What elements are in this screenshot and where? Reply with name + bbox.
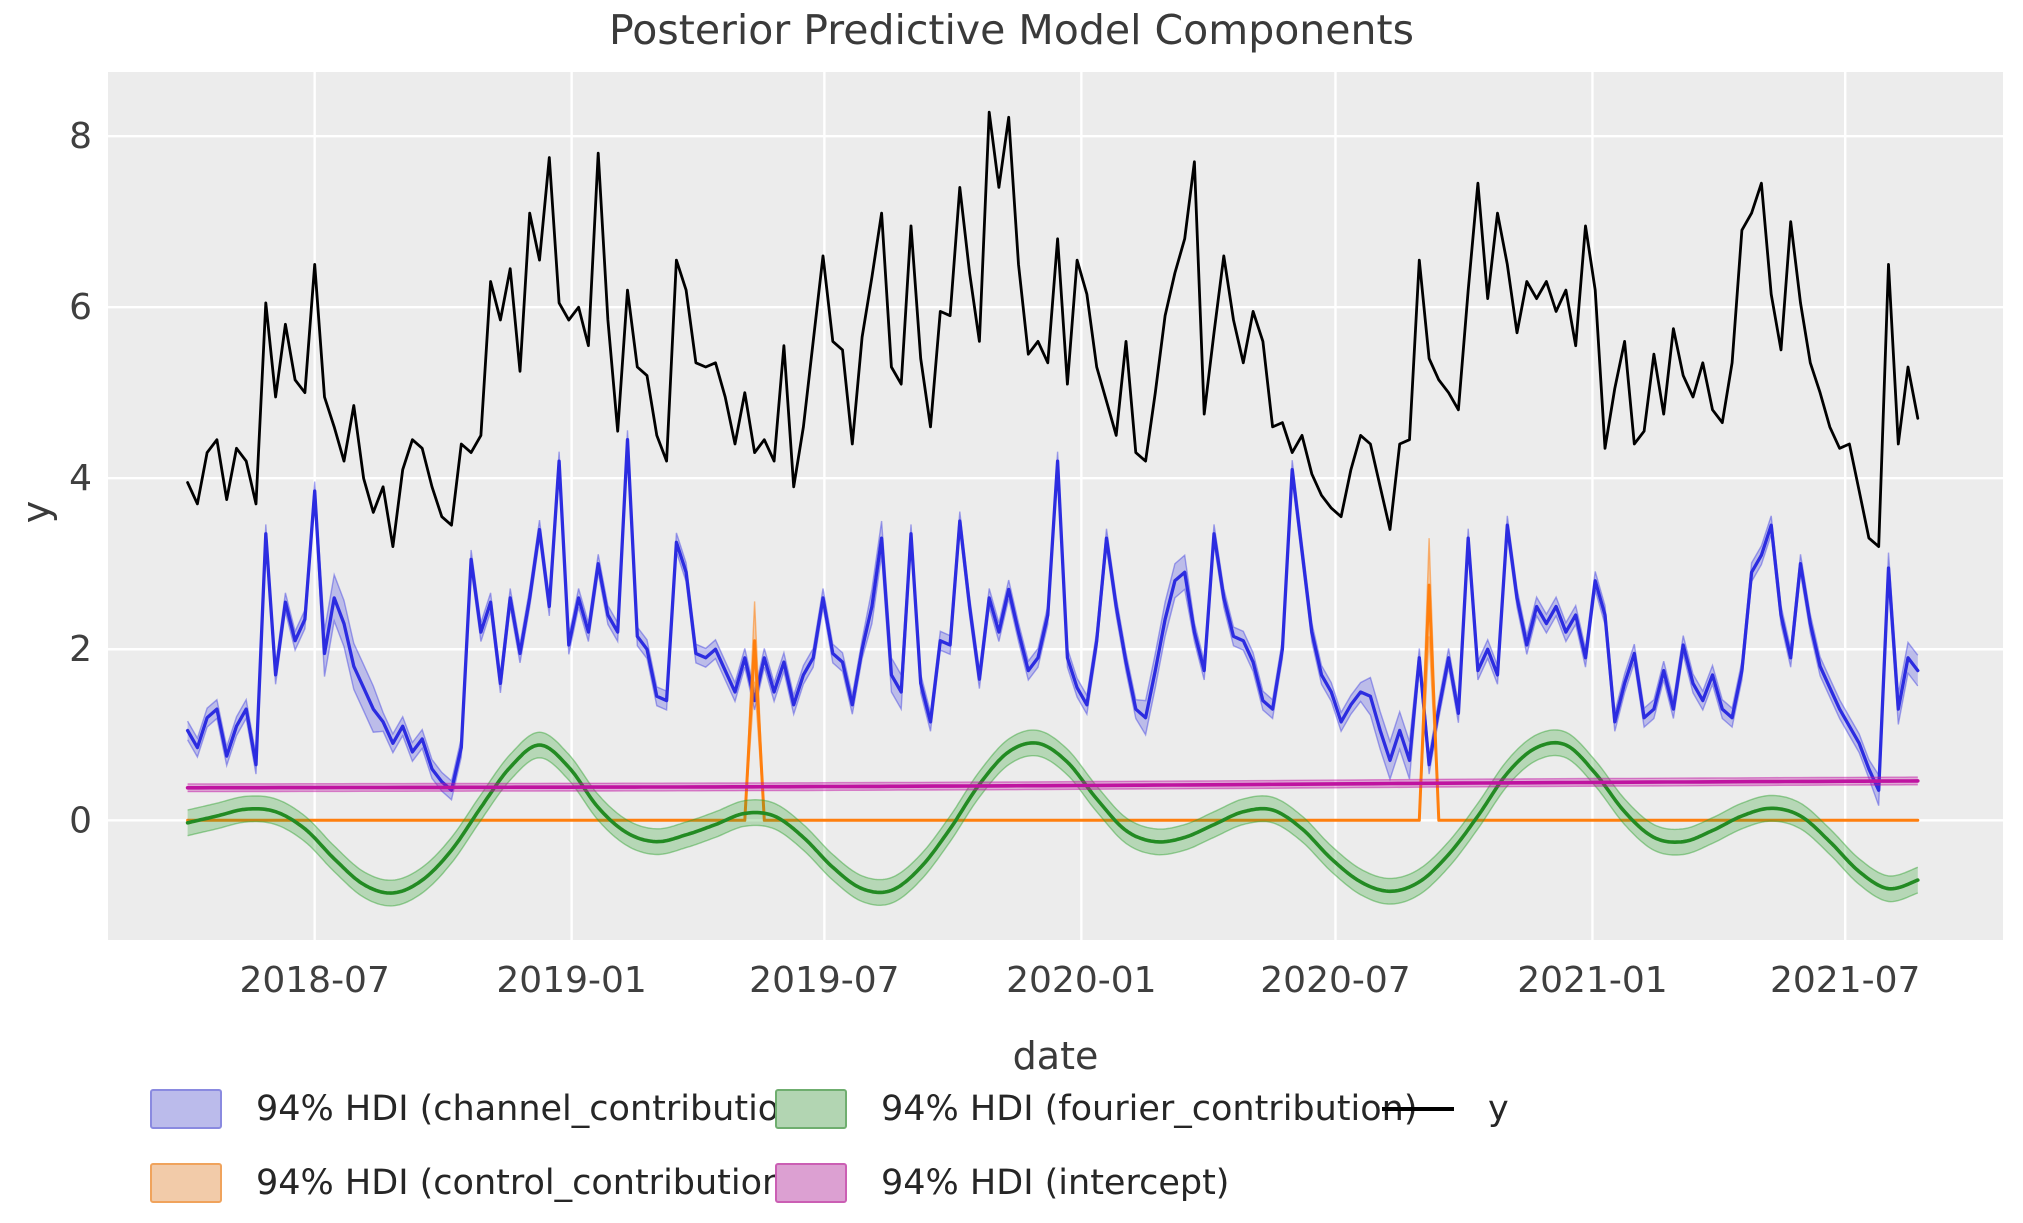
legend-label-channel: 94% HDI (channel_contribution) <box>256 1089 816 1129</box>
svg-text:2020-07: 2020-07 <box>1260 960 1410 1001</box>
chart-title: Posterior Predictive Model Components <box>609 6 1414 54</box>
legend-item-y: y <box>1382 1072 1509 1146</box>
legend-label-intercept: 94% HDI (intercept) <box>881 1163 1230 1203</box>
y-axis-label: y <box>14 500 58 524</box>
svg-text:2: 2 <box>69 629 92 670</box>
svg-text:6: 6 <box>69 287 92 328</box>
svg-text:2019-07: 2019-07 <box>749 960 899 1001</box>
legend-column-2: 94% HDI (fourier_contribution) 94% HDI (… <box>775 1072 1418 1220</box>
legend-item-fourier: 94% HDI (fourier_contribution) <box>775 1072 1418 1146</box>
legend-item-control: 94% HDI (control_contribution) <box>150 1146 815 1220</box>
legend-item-channel: 94% HDI (channel_contribution) <box>150 1072 815 1146</box>
svg-text:2019-01: 2019-01 <box>496 960 646 1001</box>
y-line-swatch <box>1382 1107 1454 1111</box>
channel-hdi-swatch <box>150 1089 222 1129</box>
control-hdi-swatch <box>150 1163 222 1203</box>
svg-text:0: 0 <box>69 800 92 841</box>
legend: 94% HDI (channel_contribution) 94% HDI (… <box>0 1072 2023 1222</box>
x-axis-label: date <box>1012 1034 1099 1078</box>
legend-label-fourier: 94% HDI (fourier_contribution) <box>881 1089 1418 1129</box>
legend-label-control: 94% HDI (control_contribution) <box>256 1163 798 1203</box>
legend-column-1: 94% HDI (channel_contribution) 94% HDI (… <box>150 1072 815 1220</box>
svg-text:2020-01: 2020-01 <box>1006 960 1156 1001</box>
legend-label-y: y <box>1488 1089 1509 1129</box>
svg-text:4: 4 <box>69 458 92 499</box>
legend-column-3: y <box>1382 1072 1509 1146</box>
svg-text:2021-01: 2021-01 <box>1517 960 1667 1001</box>
svg-text:8: 8 <box>69 116 92 157</box>
intercept-hdi-swatch <box>775 1163 847 1203</box>
svg-text:2018-07: 2018-07 <box>239 960 389 1001</box>
fourier-hdi-swatch <box>775 1089 847 1129</box>
legend-item-intercept: 94% HDI (intercept) <box>775 1146 1418 1220</box>
svg-text:2021-07: 2021-07 <box>1770 960 1920 1001</box>
